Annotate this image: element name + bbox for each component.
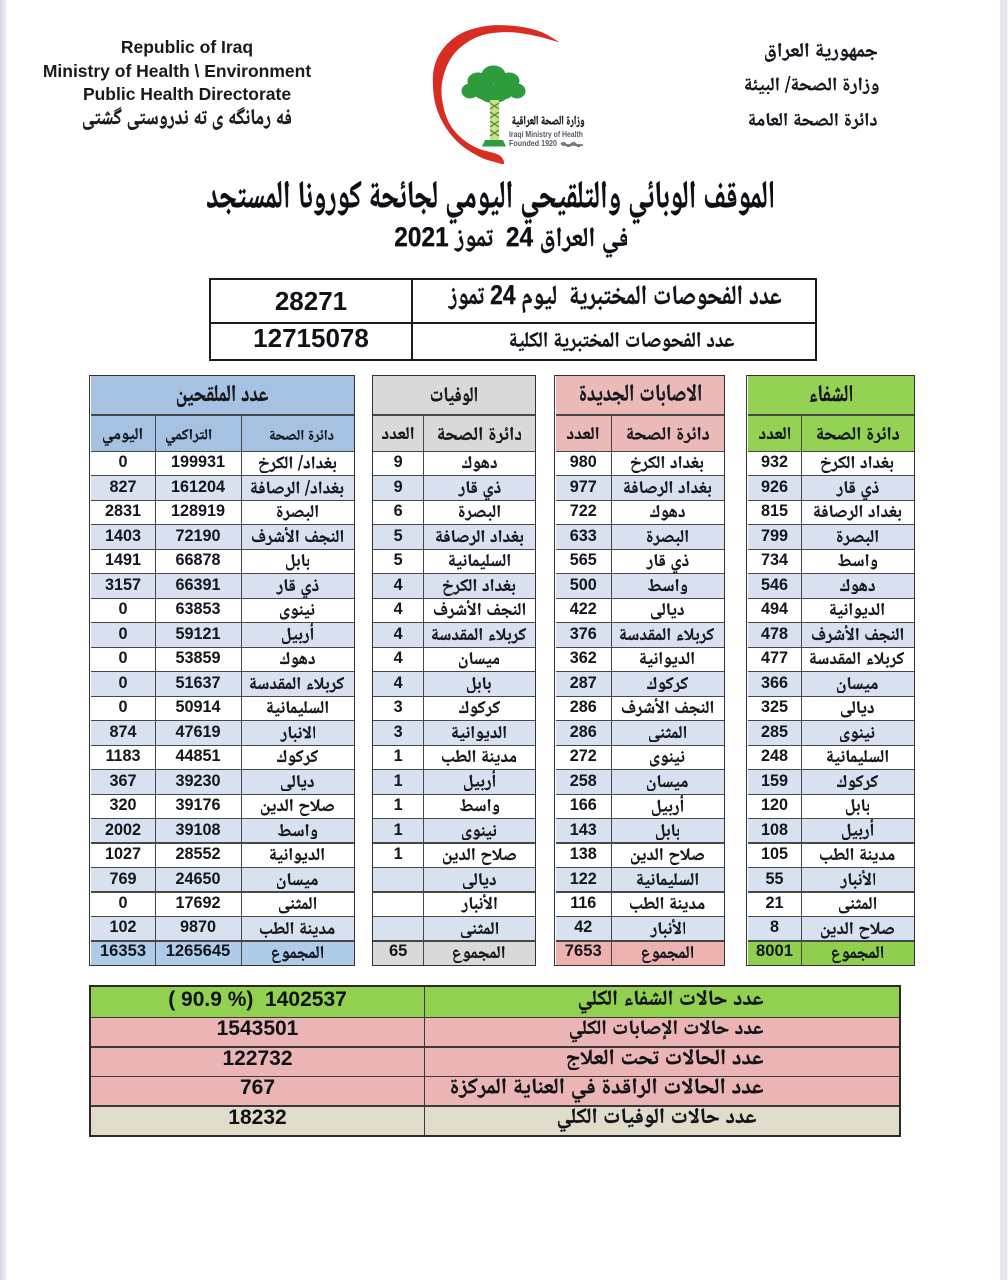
svg-text:Iraqi Ministry of Health: Iraqi Ministry of Health (509, 130, 583, 139)
svg-text:Founded 1920: Founded 1920 (509, 139, 558, 148)
